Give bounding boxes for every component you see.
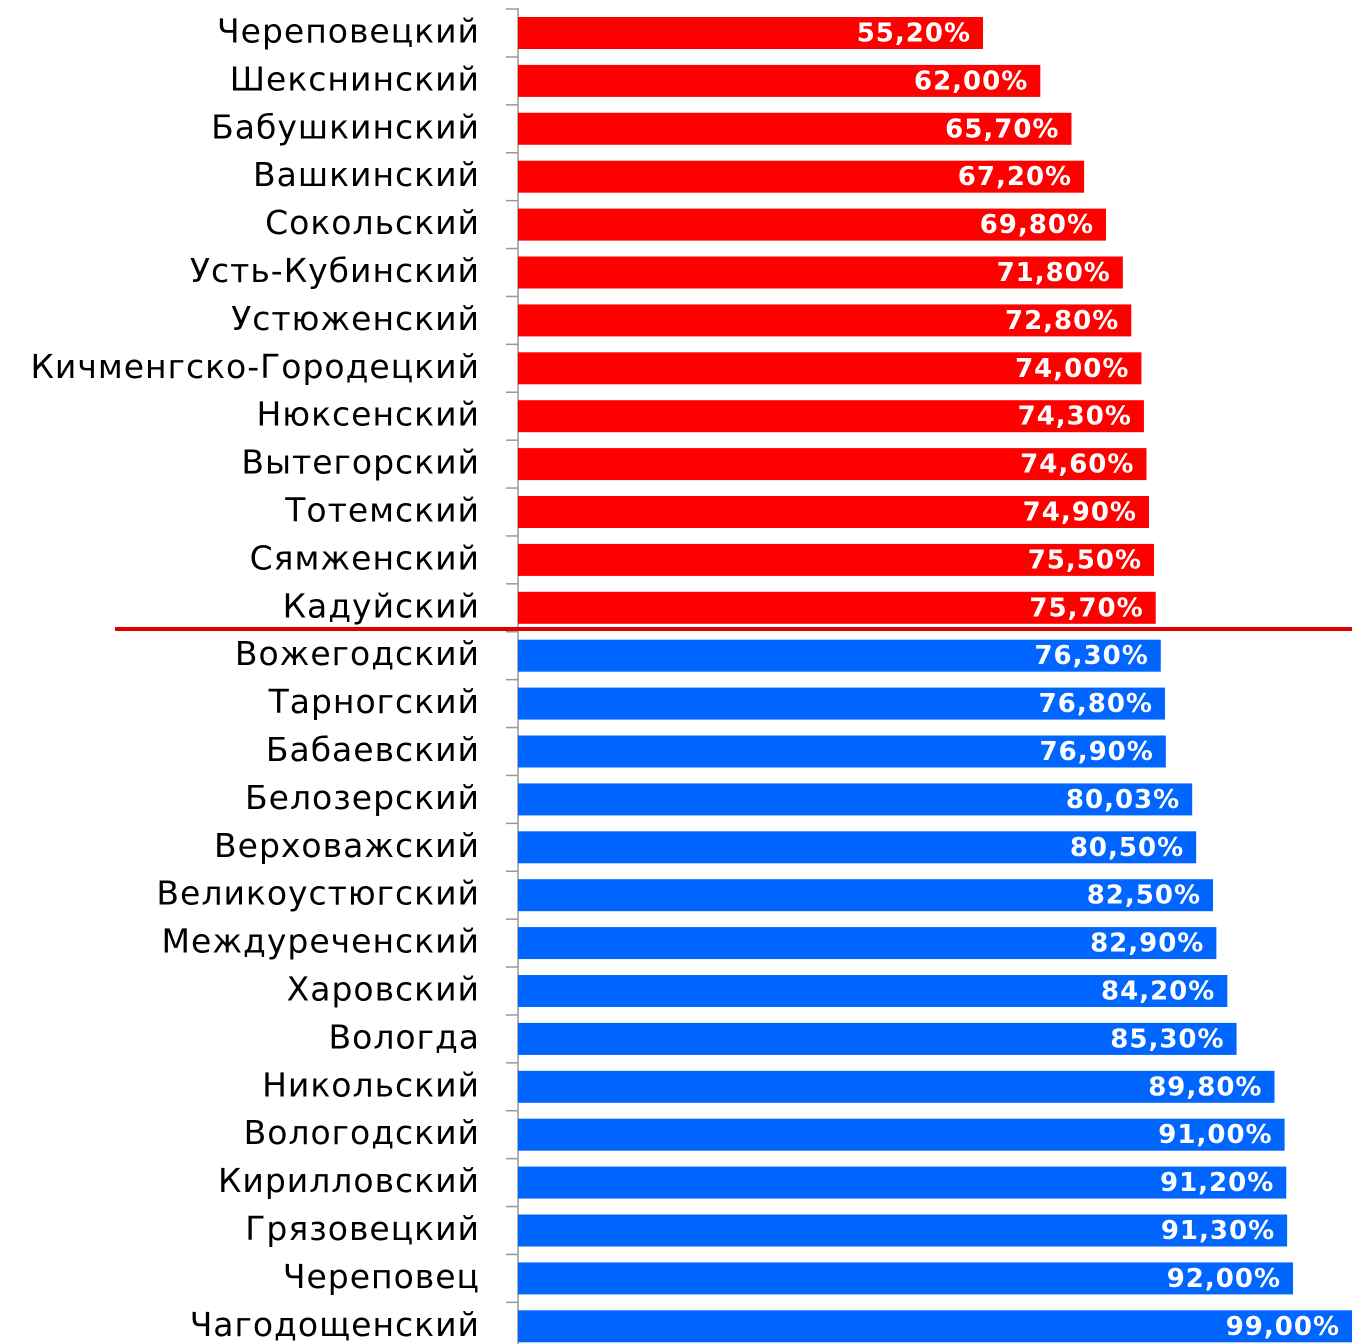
y-tick-label: Бабушкинский — [211, 107, 480, 146]
y-tick-label: Кичменгско-Городецкий — [30, 347, 480, 386]
value-label: 74,30% — [1018, 402, 1132, 432]
y-tick-label: Тотемский — [284, 491, 480, 530]
bar — [518, 1118, 1285, 1151]
value-label: 71,80% — [997, 258, 1111, 288]
value-label: 91,30% — [1161, 1216, 1275, 1246]
value-label: 76,90% — [1040, 737, 1154, 767]
y-tick-label: Верховажский — [214, 826, 480, 865]
bar — [518, 735, 1166, 768]
y-tick-label: Кирилловский — [218, 1161, 480, 1200]
value-label: 82,90% — [1090, 929, 1204, 959]
value-label: 74,00% — [1015, 354, 1129, 384]
y-tick-label: Сямженский — [250, 538, 480, 577]
bar — [518, 591, 1156, 624]
value-label: 84,20% — [1101, 977, 1215, 1007]
y-tick-label: Устюженский — [231, 299, 480, 338]
y-tick-label: Тарногский — [268, 682, 480, 721]
value-label: 80,50% — [1070, 833, 1184, 863]
value-label: 82,50% — [1087, 881, 1201, 911]
bar — [518, 1310, 1352, 1343]
y-tick-label: Харовский — [287, 970, 480, 1009]
y-tick-label: Вожегодский — [235, 634, 480, 673]
bar — [518, 496, 1149, 528]
value-label: 55,20% — [857, 19, 971, 49]
bar — [518, 1070, 1275, 1103]
value-label: 75,50% — [1028, 545, 1142, 575]
y-tick-label: Вытегорский — [241, 443, 480, 482]
bar — [518, 448, 1147, 481]
bar — [518, 208, 1107, 241]
bar — [518, 687, 1165, 720]
y-tick-label: Нюксенский — [256, 395, 480, 434]
bar — [518, 304, 1132, 337]
bar — [518, 975, 1228, 1007]
value-label: 85,30% — [1110, 1024, 1224, 1054]
value-label: 76,80% — [1039, 689, 1153, 719]
bar — [518, 1022, 1237, 1055]
value-label: 92,00% — [1167, 1264, 1281, 1294]
bar — [518, 543, 1155, 576]
y-tick-label: Сокольский — [265, 203, 480, 242]
bar — [518, 1262, 1294, 1295]
y-tick-label: Вашкинский — [253, 155, 480, 194]
y-tick-label: Шекснинский — [230, 59, 480, 98]
value-label: 69,80% — [980, 210, 1094, 240]
value-label: 65,70% — [945, 114, 1059, 144]
y-tick-label: Чагодощенский — [190, 1305, 480, 1344]
bar — [518, 400, 1144, 433]
bar — [518, 639, 1161, 672]
y-tick-label: Вологда — [329, 1017, 481, 1056]
bar — [518, 64, 1041, 97]
bar — [518, 17, 984, 49]
bar — [518, 352, 1142, 385]
y-tick-label: Великоустюгский — [156, 874, 480, 913]
bar — [518, 879, 1213, 912]
bar — [518, 783, 1193, 816]
bar — [518, 112, 1072, 145]
value-label: 75,70% — [1029, 593, 1143, 623]
bar — [518, 1166, 1287, 1199]
y-tick-label: Вологодский — [244, 1113, 480, 1152]
y-tick-label: Белозерский — [245, 778, 480, 817]
bar — [518, 160, 1085, 193]
value-label: 89,80% — [1148, 1072, 1262, 1102]
value-label: 76,30% — [1034, 641, 1148, 671]
value-label: 74,90% — [1023, 498, 1137, 528]
y-tick-label: Череповец — [283, 1257, 480, 1296]
value-label: 72,80% — [1005, 306, 1119, 336]
y-tick-label: Бабаевский — [266, 730, 480, 769]
value-label: 99,00% — [1226, 1312, 1340, 1342]
y-tick-label: Кадуйский — [283, 586, 480, 625]
bar — [518, 927, 1217, 960]
value-label: 74,60% — [1020, 450, 1134, 480]
y-tick-label: Череповецкий — [217, 12, 480, 51]
bar — [518, 831, 1197, 864]
y-tick-label: Никольский — [262, 1065, 480, 1104]
value-label: 67,20% — [958, 162, 1072, 192]
y-tick-label: Усть-Кубинский — [190, 251, 480, 290]
value-label: 80,03% — [1066, 785, 1180, 815]
value-label: 91,20% — [1160, 1168, 1274, 1198]
bar — [518, 256, 1123, 289]
value-label: 91,00% — [1158, 1120, 1272, 1150]
bar — [518, 1214, 1288, 1247]
y-tick-label: Грязовецкий — [245, 1209, 480, 1248]
value-label: 62,00% — [914, 66, 1028, 96]
y-tick-label: Междуреченский — [162, 922, 480, 961]
